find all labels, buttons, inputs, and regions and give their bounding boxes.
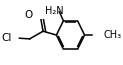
- Text: H₂N: H₂N: [45, 6, 63, 16]
- Text: CH₃: CH₃: [104, 30, 122, 40]
- Text: Cl: Cl: [1, 33, 11, 43]
- Text: O: O: [24, 10, 32, 20]
